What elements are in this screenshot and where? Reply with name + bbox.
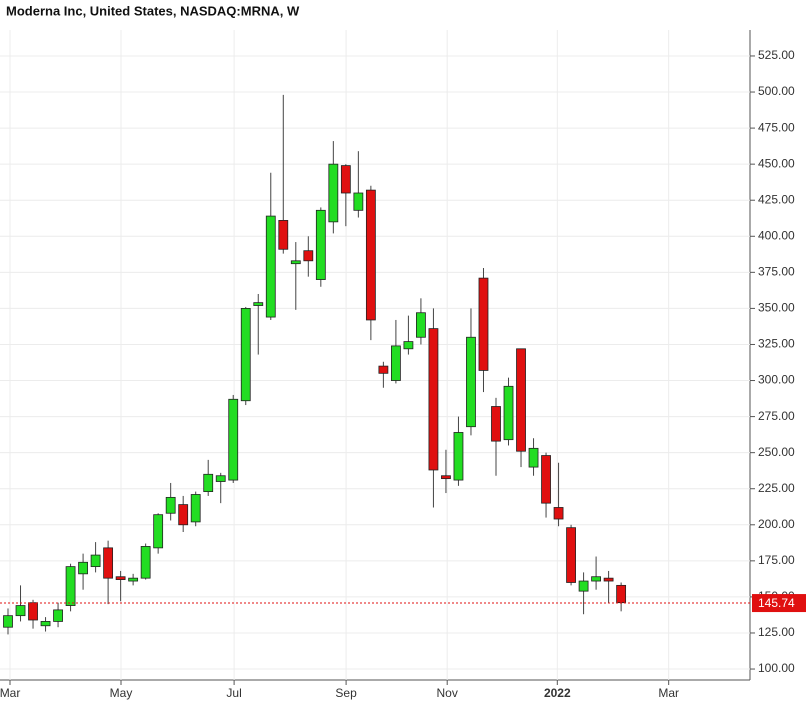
last-price-label: 145.74: [758, 596, 795, 610]
candle-body: [541, 455, 551, 504]
candle-body: [578, 580, 589, 592]
last-price-box: [752, 594, 806, 613]
candle-body: [303, 250, 314, 262]
candle-body: [140, 546, 151, 579]
y-tick-label: 175.00: [758, 553, 795, 567]
candle-body: [315, 209, 326, 280]
candle-body: [103, 547, 114, 579]
y-tick-label: 250.00: [758, 445, 795, 459]
candle-body: [215, 475, 226, 482]
candle-body: [240, 308, 251, 402]
candle-body: [528, 447, 539, 468]
candle-body: [616, 584, 627, 604]
y-tick-label: 500.00: [758, 84, 795, 98]
y-tick-label: 525.00: [758, 48, 795, 62]
candle-body: [40, 621, 51, 627]
candle-body: [253, 302, 264, 306]
candle-body: [265, 215, 276, 318]
candle-body: [328, 163, 339, 223]
y-tick-label: 325.00: [758, 337, 795, 351]
candle-body: [603, 577, 614, 582]
candle-body: [353, 192, 364, 211]
candle-body: [178, 504, 189, 526]
x-tick-label: Jul: [226, 686, 241, 700]
candle-body: [378, 365, 389, 374]
x-tick-label: May: [110, 686, 133, 700]
candle-body: [365, 189, 376, 321]
candle-body: [90, 554, 101, 568]
candle-body: [428, 328, 439, 471]
candle-body: [128, 577, 139, 582]
candle-body: [453, 432, 464, 481]
candle-body: [153, 514, 164, 549]
y-tick-label: 425.00: [758, 192, 795, 206]
x-tick-label: Mar: [658, 686, 679, 700]
candle-body: [3, 615, 13, 628]
y-tick-label: 100.00: [758, 661, 795, 675]
candle-body: [516, 348, 526, 452]
y-tick-label: 225.00: [758, 481, 795, 495]
candle-body: [441, 475, 451, 480]
candle-body: [416, 312, 426, 338]
candle-body: [28, 602, 38, 621]
y-tick-label: 350.00: [758, 301, 795, 315]
y-tick-label: 300.00: [758, 373, 795, 387]
y-tick-label: 475.00: [758, 120, 795, 134]
candle-body: [290, 260, 301, 265]
x-tick-label: Nov: [437, 686, 458, 700]
candle-body: [53, 609, 63, 622]
candle-body: [403, 341, 414, 350]
chart-title: Moderna Inc, United States, NASDAQ:MRNA,…: [6, 3, 300, 18]
candle-body: [203, 473, 214, 493]
candle-body: [566, 527, 576, 583]
candle-body: [115, 576, 126, 581]
candle-body: [15, 605, 26, 617]
y-tick-label: 275.00: [758, 409, 795, 423]
x-tick-label: 2022: [544, 686, 571, 700]
candle-body: [228, 398, 239, 481]
y-tick-label: 125.00: [758, 625, 795, 639]
y-tick-label: 450.00: [758, 156, 795, 170]
y-tick-label: 400.00: [758, 228, 795, 242]
candle-body: [390, 345, 401, 381]
candle-body: [278, 220, 289, 250]
candle-body: [190, 494, 201, 523]
candle-body: [165, 496, 176, 514]
x-tick-label: Mar: [0, 686, 20, 700]
candle-body: [65, 566, 76, 606]
candle-body: [466, 336, 476, 428]
x-tick-label: Sep: [335, 686, 357, 700]
candle-body: [491, 406, 501, 442]
candle-body: [591, 576, 601, 582]
y-tick-label: 200.00: [758, 517, 795, 531]
candle-body: [503, 385, 514, 441]
candle-body: [553, 507, 564, 520]
candle-body: [340, 165, 351, 194]
y-tick-label: 375.00: [758, 265, 795, 279]
candle-body: [478, 277, 489, 371]
candle-body: [78, 561, 88, 575]
